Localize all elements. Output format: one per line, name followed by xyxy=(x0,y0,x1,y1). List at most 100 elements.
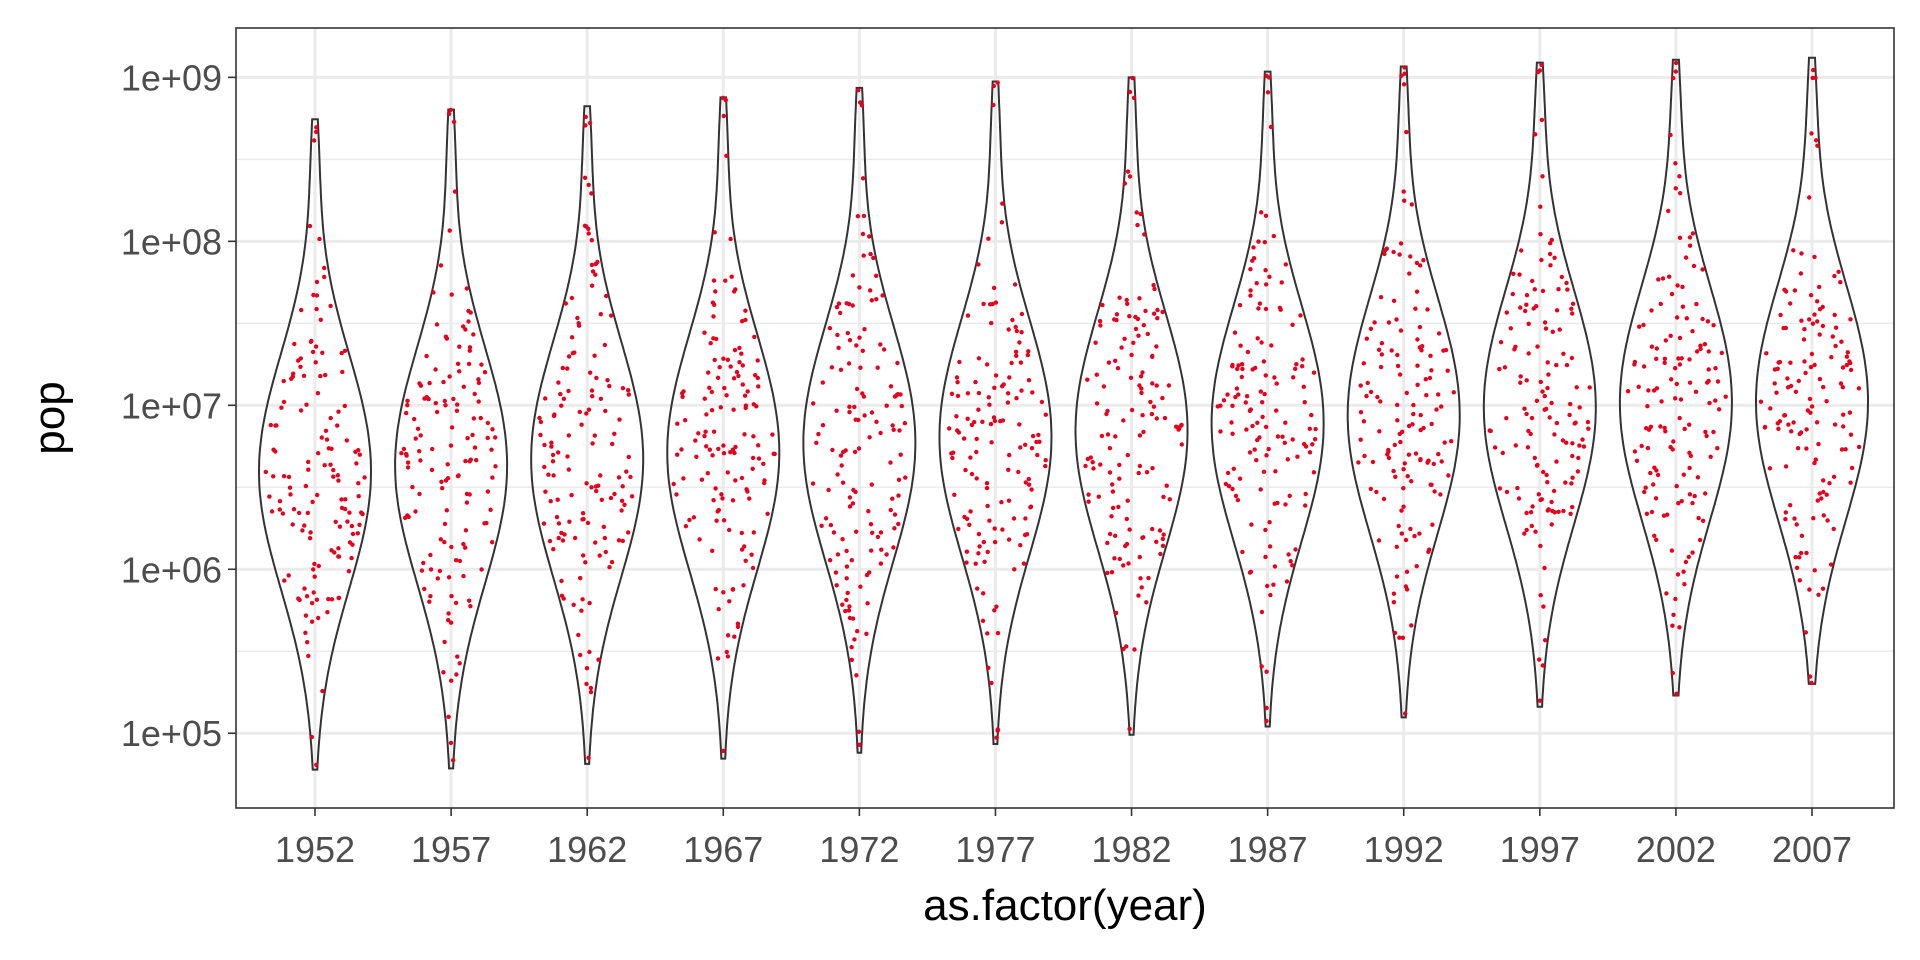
data-point xyxy=(981,539,986,545)
data-point xyxy=(1803,630,1809,635)
data-point xyxy=(274,423,279,428)
data-point xyxy=(1259,210,1264,215)
data-point xyxy=(731,376,737,381)
data-point xyxy=(590,394,595,399)
data-point xyxy=(985,549,990,555)
data-point xyxy=(1554,420,1560,426)
data-point xyxy=(1368,326,1374,331)
data-point xyxy=(1782,287,1787,292)
data-point xyxy=(1293,366,1298,371)
data-point xyxy=(1094,401,1100,406)
data-point xyxy=(1426,549,1431,554)
data-point xyxy=(287,485,293,490)
data-point xyxy=(1768,406,1773,411)
data-point xyxy=(605,378,610,383)
data-point xyxy=(550,459,556,464)
data-point xyxy=(467,348,472,353)
data-point xyxy=(1698,346,1703,352)
data-point xyxy=(588,370,593,375)
data-point xyxy=(1524,293,1530,298)
data-point xyxy=(316,451,321,456)
data-point xyxy=(604,293,609,299)
data-point xyxy=(820,380,825,385)
data-point xyxy=(1269,343,1274,348)
data-point xyxy=(586,226,591,231)
data-point xyxy=(999,500,1004,505)
data-point xyxy=(1793,555,1798,560)
data-point xyxy=(1025,352,1031,358)
data-point xyxy=(1395,363,1401,369)
data-point xyxy=(484,520,489,526)
data-point xyxy=(1124,644,1129,649)
data-point xyxy=(1679,499,1684,504)
data-point xyxy=(1677,335,1683,341)
data-point xyxy=(742,544,747,549)
data-point xyxy=(1026,482,1032,487)
data-point xyxy=(291,507,297,512)
data-point xyxy=(1244,427,1249,432)
data-point xyxy=(559,403,564,408)
data-point xyxy=(1263,373,1269,378)
data-point xyxy=(1524,411,1529,417)
data-point xyxy=(1848,367,1854,373)
data-point xyxy=(1548,241,1553,246)
data-point xyxy=(1152,311,1157,316)
data-point xyxy=(1572,421,1577,426)
data-point xyxy=(1307,426,1313,431)
data-point xyxy=(550,452,556,458)
data-point xyxy=(1264,669,1269,674)
data-point xyxy=(1368,486,1374,492)
data-point xyxy=(829,365,835,370)
x-tick-label: 1957 xyxy=(411,829,491,870)
data-point xyxy=(582,223,588,228)
data-point xyxy=(1840,365,1846,370)
data-point xyxy=(1700,267,1705,272)
data-point xyxy=(612,491,617,497)
data-point xyxy=(1648,424,1654,429)
data-point xyxy=(731,407,736,412)
data-point xyxy=(888,460,893,465)
data-point xyxy=(312,561,317,567)
data-point xyxy=(449,544,454,550)
data-point xyxy=(289,376,294,381)
data-point xyxy=(1662,356,1668,361)
data-point xyxy=(586,407,592,412)
data-point xyxy=(1669,291,1675,297)
data-point xyxy=(988,421,994,427)
data-point xyxy=(1382,251,1387,257)
data-point xyxy=(743,317,748,323)
data-point xyxy=(1291,375,1296,380)
data-point xyxy=(993,373,999,378)
data-point xyxy=(286,573,291,578)
data-point xyxy=(1705,319,1711,324)
data-point xyxy=(449,425,455,430)
data-point xyxy=(1239,362,1245,367)
data-point xyxy=(1249,522,1254,527)
data-point xyxy=(843,608,848,614)
data-point xyxy=(404,453,409,458)
data-point xyxy=(1772,381,1777,386)
data-point xyxy=(1645,404,1650,409)
data-point xyxy=(1649,308,1654,313)
data-point xyxy=(1644,426,1649,431)
data-point xyxy=(320,688,325,694)
data-point xyxy=(1692,493,1697,499)
data-point xyxy=(313,344,319,349)
y-tick-label: 1e+07 xyxy=(121,385,222,426)
data-point xyxy=(852,449,858,455)
data-point xyxy=(1669,548,1675,553)
data-point xyxy=(1815,299,1820,304)
data-point xyxy=(1277,305,1283,310)
data-point xyxy=(888,384,894,389)
data-point xyxy=(716,446,721,452)
data-point xyxy=(992,608,997,613)
data-point xyxy=(728,364,733,369)
data-point xyxy=(1136,470,1141,476)
data-point xyxy=(583,123,588,128)
data-point xyxy=(1545,385,1550,391)
data-point xyxy=(322,274,327,280)
data-point xyxy=(468,310,473,315)
data-point xyxy=(446,714,451,719)
data-point xyxy=(434,409,440,415)
data-point xyxy=(1250,423,1255,429)
